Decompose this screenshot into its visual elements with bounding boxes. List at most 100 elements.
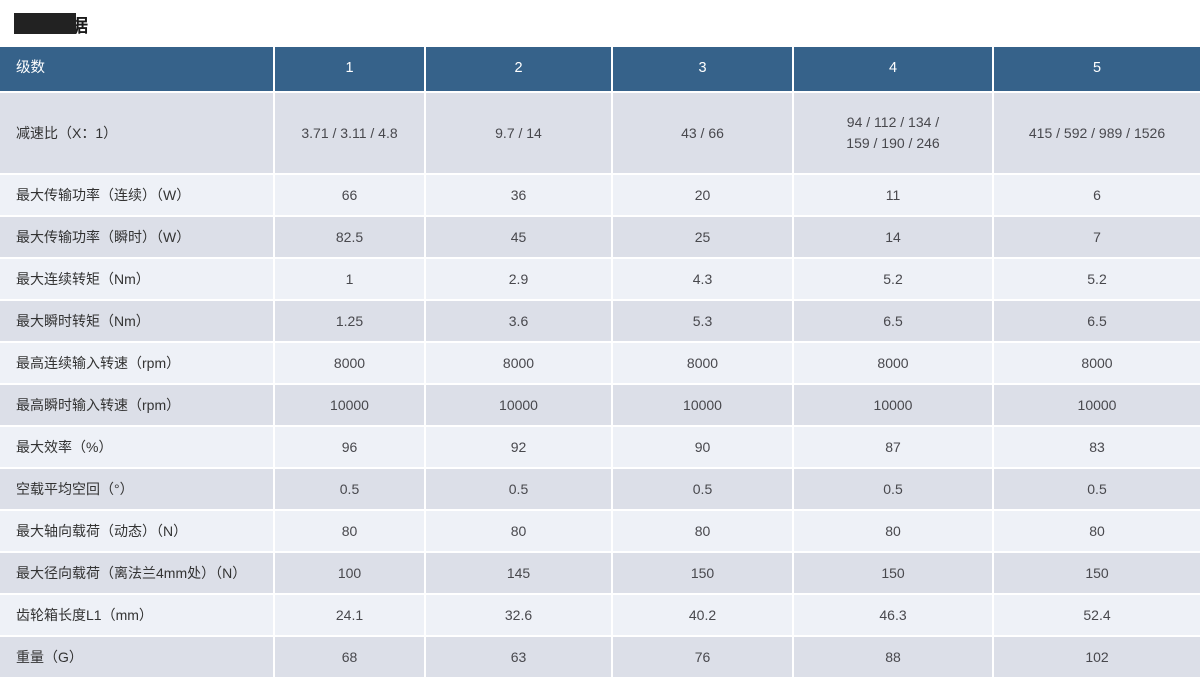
table-row: 空载平均空回（°） 0.5 0.5 0.5 0.5 0.5: [0, 469, 1200, 509]
value-cell: 5.3: [613, 301, 792, 341]
table-row: 最大瞬时转矩（Nm） 1.25 3.6 5.3 6.5 6.5: [0, 301, 1200, 341]
redaction-box: [14, 13, 76, 34]
value-cell: 1.25: [275, 301, 424, 341]
value-cell: 20: [613, 175, 792, 215]
table-row: 齿轮箱长度L1（mm） 24.1 32.6 40.2 46.3 52.4: [0, 595, 1200, 635]
value-cell: 96: [275, 427, 424, 467]
value-cell: 94 / 112 / 134 / 159 / 190 / 246: [794, 93, 992, 173]
row-label: 最大连续转矩（Nm）: [0, 259, 273, 299]
value-cell: 10000: [426, 385, 611, 425]
value-cell: 8000: [994, 343, 1200, 383]
value-cell: 92: [426, 427, 611, 467]
table-header-row: 级数 1 2 3 4 5: [0, 47, 1200, 91]
value-cell: 45: [426, 217, 611, 257]
value-cell: 66: [275, 175, 424, 215]
column-header-4: 4: [794, 47, 992, 91]
value-cell: 5.2: [794, 259, 992, 299]
value-cell: 76: [613, 637, 792, 677]
value-cell: 0.5: [613, 469, 792, 509]
value-cell: 10000: [994, 385, 1200, 425]
value-cell: 80: [613, 511, 792, 551]
value-cell: 25: [613, 217, 792, 257]
row-label: 最大轴向载荷（动态）（N）: [0, 511, 273, 551]
table-row: 最大轴向载荷（动态）（N） 80 80 80 80 80: [0, 511, 1200, 551]
column-header-1: 1: [275, 47, 424, 91]
value-cell: 40.2: [613, 595, 792, 635]
value-cell: 8000: [613, 343, 792, 383]
value-cell: 46.3: [794, 595, 992, 635]
value-cell: 8000: [275, 343, 424, 383]
value-cell: 10000: [613, 385, 792, 425]
value-cell: 150: [794, 553, 992, 593]
column-header-stages: 级数: [0, 47, 273, 91]
row-label: 减速比（X：1）: [0, 93, 273, 173]
value-cell: 80: [794, 511, 992, 551]
value-cell: 83: [994, 427, 1200, 467]
value-cell: 43 / 66: [613, 93, 792, 173]
value-cell: 80: [426, 511, 611, 551]
row-label: 齿轮箱长度L1（mm）: [0, 595, 273, 635]
value-cell: 102: [994, 637, 1200, 677]
row-label: 最大效率（%）: [0, 427, 273, 467]
value-cell: 145: [426, 553, 611, 593]
column-header-5: 5: [994, 47, 1200, 91]
value-cell: 36: [426, 175, 611, 215]
value-cell: 63: [426, 637, 611, 677]
value-cell: 80: [994, 511, 1200, 551]
value-cell: 2.9: [426, 259, 611, 299]
page-title: 据: [0, 0, 1200, 47]
value-cell: 0.5: [275, 469, 424, 509]
value-cell: 8000: [794, 343, 992, 383]
value-cell: 32.6: [426, 595, 611, 635]
value-cell: 5.2: [994, 259, 1200, 299]
row-label: 重量（G）: [0, 637, 273, 677]
table-row: 最大径向载荷（离法兰4mm处）（N） 100 145 150 150 150: [0, 553, 1200, 593]
value-cell: 6.5: [794, 301, 992, 341]
table-row: 最大连续转矩（Nm） 1 2.9 4.3 5.2 5.2: [0, 259, 1200, 299]
table-row: 最大传输功率（瞬时）（W） 82.5 45 25 14 7: [0, 217, 1200, 257]
value-cell: 4.3: [613, 259, 792, 299]
column-header-3: 3: [613, 47, 792, 91]
row-label: 空载平均空回（°）: [0, 469, 273, 509]
table-row: 最大传输功率（连续）（W） 66 36 20 11 6: [0, 175, 1200, 215]
row-label: 最高瞬时输入转速（rpm）: [0, 385, 273, 425]
value-cell: 6.5: [994, 301, 1200, 341]
value-cell: 0.5: [794, 469, 992, 509]
value-cell: 3.71 / 3.11 / 4.8: [275, 93, 424, 173]
value-cell: 150: [613, 553, 792, 593]
table-row: 最大效率（%） 96 92 90 87 83: [0, 427, 1200, 467]
value-cell: 0.5: [994, 469, 1200, 509]
table-row: 最高连续输入转速（rpm） 8000 8000 8000 8000 8000: [0, 343, 1200, 383]
value-cell: 90: [613, 427, 792, 467]
table-row: 重量（G） 68 63 76 88 102: [0, 637, 1200, 677]
row-label: 最大传输功率（瞬时）（W）: [0, 217, 273, 257]
column-header-2: 2: [426, 47, 611, 91]
row-label: 最高连续输入转速（rpm）: [0, 343, 273, 383]
value-cell: 100: [275, 553, 424, 593]
table-row: 最高瞬时输入转速（rpm） 10000 10000 10000 10000 10…: [0, 385, 1200, 425]
spec-table: 级数 1 2 3 4 5 减速比（X：1） 3.71 / 3.11 / 4.8 …: [0, 47, 1200, 677]
value-cell: 6: [994, 175, 1200, 215]
value-cell: 10000: [275, 385, 424, 425]
value-cell: 9.7 / 14: [426, 93, 611, 173]
row-label: 最大径向载荷（离法兰4mm处）（N）: [0, 553, 273, 593]
value-cell: 82.5: [275, 217, 424, 257]
value-cell: 11: [794, 175, 992, 215]
value-cell: 24.1: [275, 595, 424, 635]
value-cell: 0.5: [426, 469, 611, 509]
row-label: 最大传输功率（连续）（W）: [0, 175, 273, 215]
value-cell: 10000: [794, 385, 992, 425]
value-cell: 8000: [426, 343, 611, 383]
value-cell: 87: [794, 427, 992, 467]
value-cell: 3.6: [426, 301, 611, 341]
row-label: 最大瞬时转矩（Nm）: [0, 301, 273, 341]
value-cell: 1: [275, 259, 424, 299]
value-cell: 88: [794, 637, 992, 677]
value-cell: 80: [275, 511, 424, 551]
value-cell: 68: [275, 637, 424, 677]
table-body: 减速比（X：1） 3.71 / 3.11 / 4.8 9.7 / 14 43 /…: [0, 93, 1200, 677]
table-row: 减速比（X：1） 3.71 / 3.11 / 4.8 9.7 / 14 43 /…: [0, 93, 1200, 173]
value-cell: 52.4: [994, 595, 1200, 635]
value-cell: 7: [994, 217, 1200, 257]
value-cell: 14: [794, 217, 992, 257]
